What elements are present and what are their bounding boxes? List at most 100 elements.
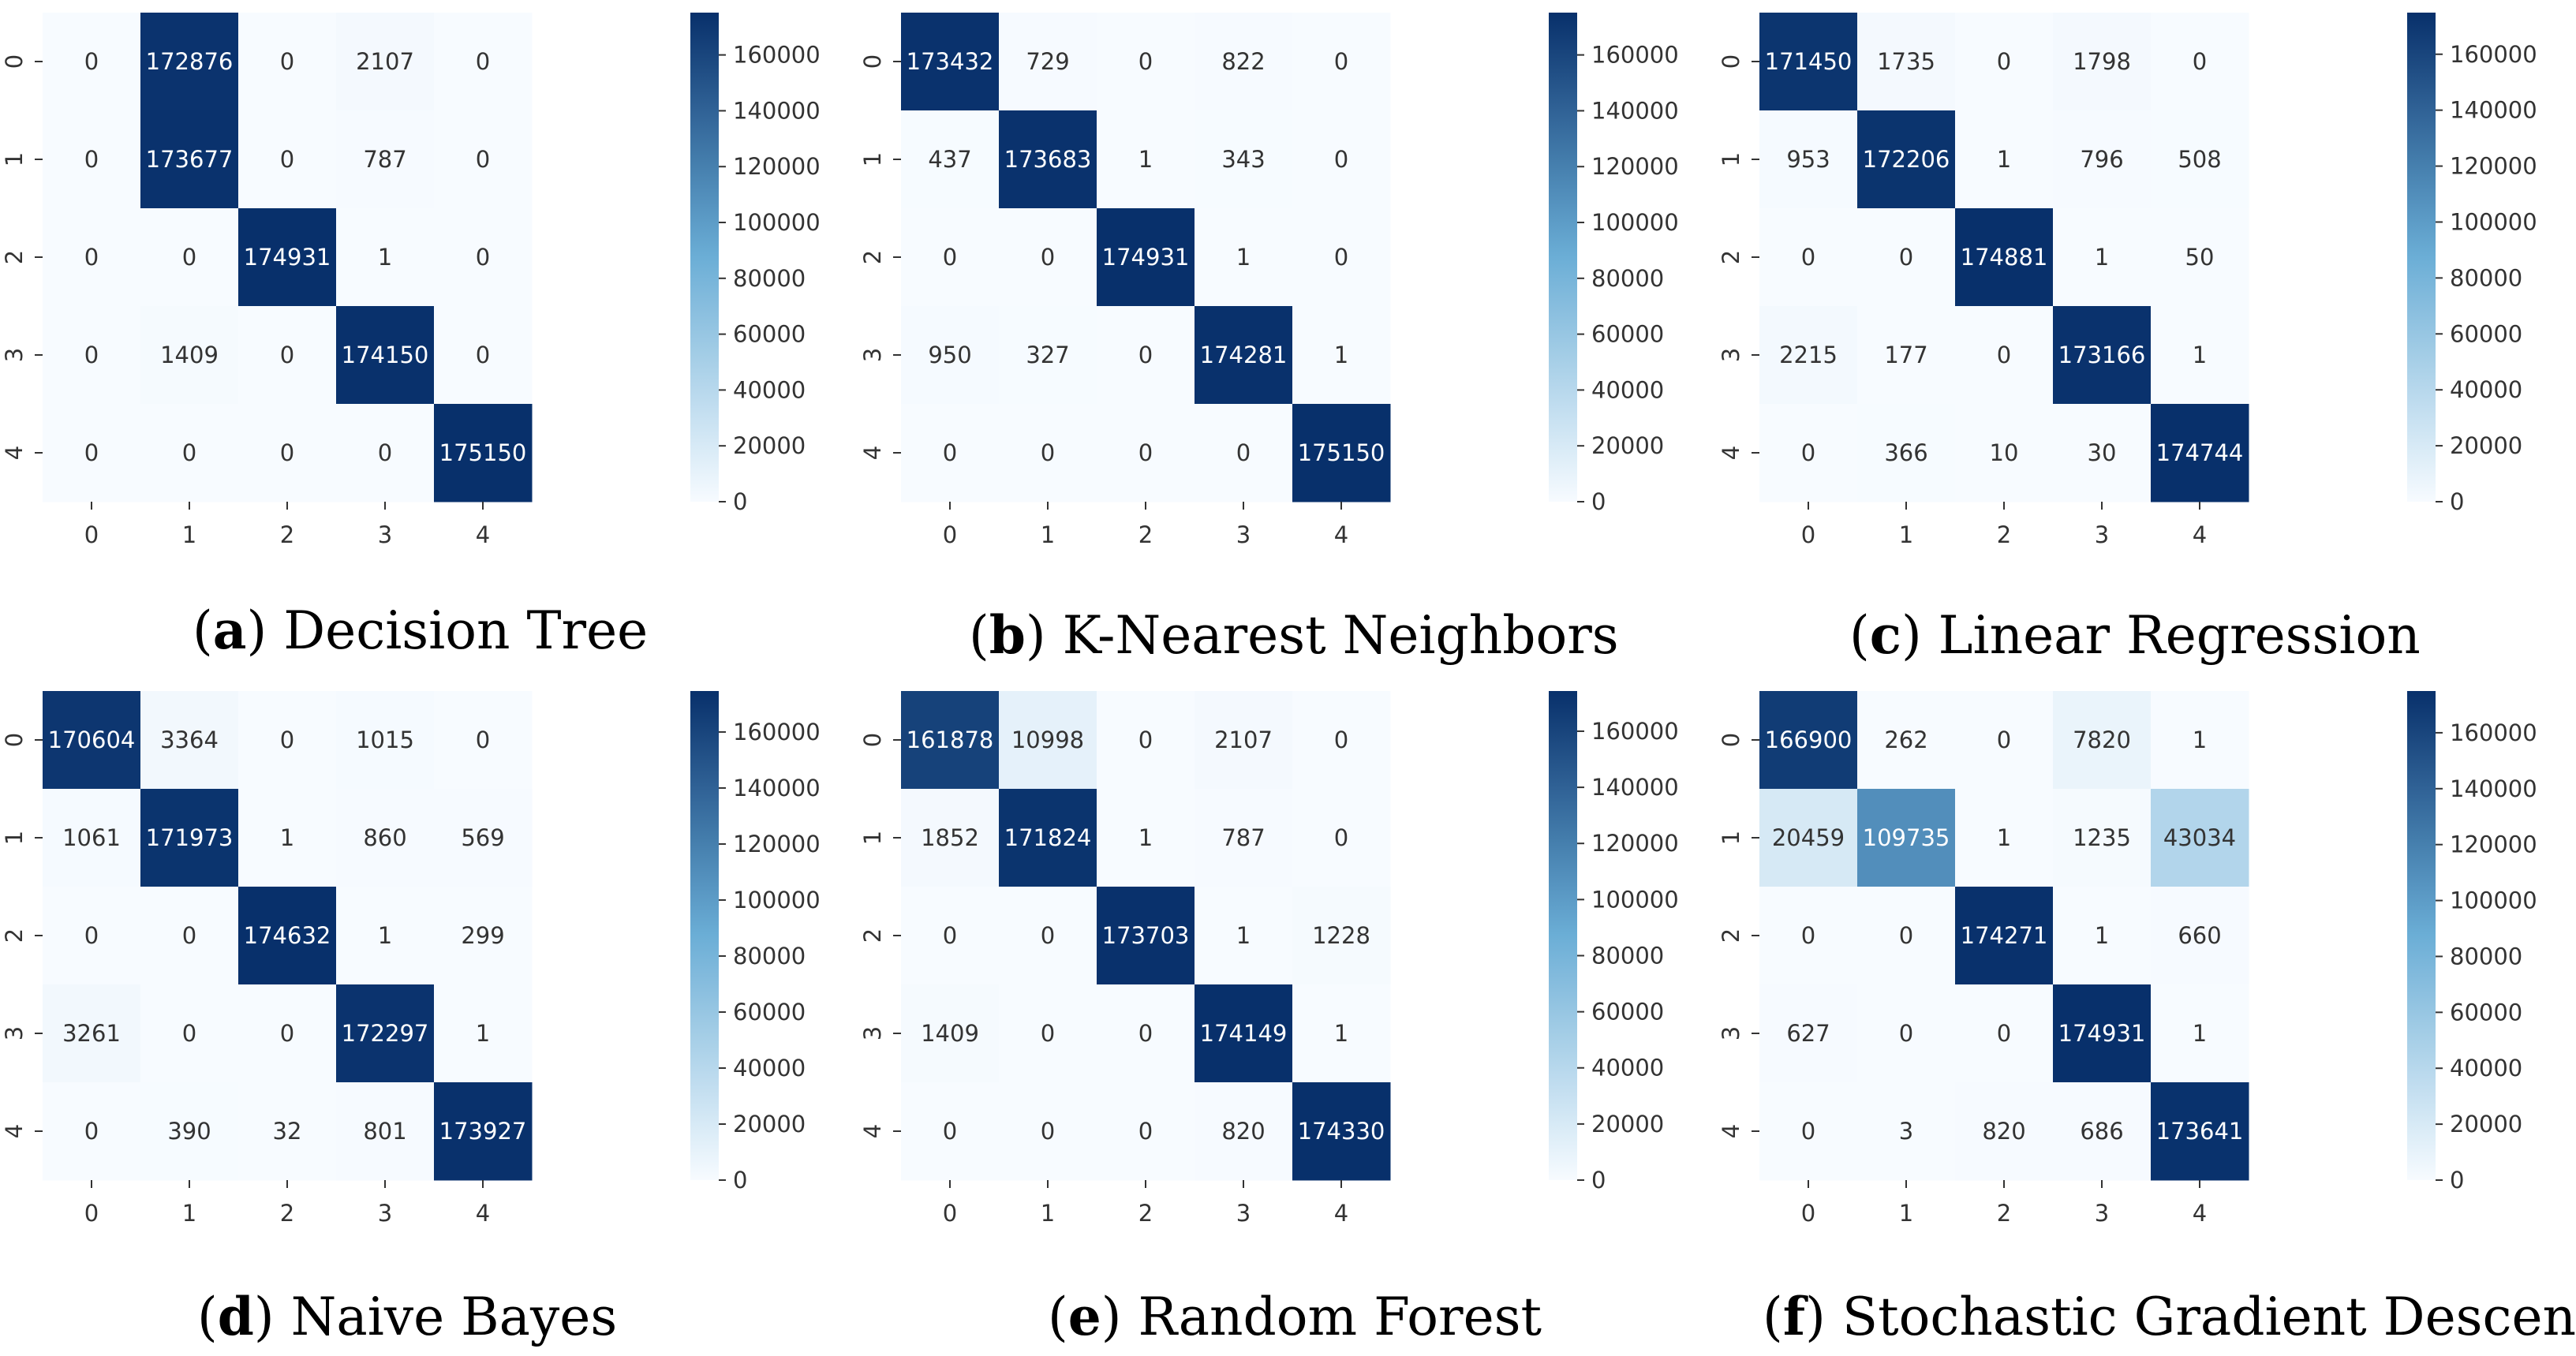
heatmap-cell	[1195, 1082, 1293, 1181]
cell-value: 0	[280, 146, 294, 173]
y-tick-label: 0	[1, 54, 28, 69]
cell-value: 172297	[342, 1020, 429, 1047]
heatmap-cell	[2053, 110, 2152, 209]
cell-value: 0	[1138, 342, 1153, 368]
cell-value: 2107	[356, 48, 414, 75]
cell-value: 1	[476, 1020, 490, 1047]
colorbar-tick-label: 80000	[2450, 943, 2522, 969]
colorbar-tick-label: 80000	[2450, 264, 2522, 291]
cell-value: 660	[2178, 922, 2221, 949]
heatmap-cell	[140, 306, 239, 405]
heatmap-cell	[2151, 306, 2249, 405]
x-tick-label: 4	[476, 521, 490, 548]
cell-value: 1	[1138, 824, 1153, 851]
cell-value: 173677	[146, 146, 234, 173]
heatmap-cell	[901, 984, 1000, 1083]
cell-value: 173166	[2058, 342, 2146, 368]
cell-value: 1	[1997, 824, 2011, 851]
cell-value: 173927	[439, 1118, 527, 1145]
x-tick-label: 1	[1041, 521, 1055, 548]
cell-value: 174150	[342, 342, 429, 368]
cell-value: 0	[84, 146, 99, 173]
cell-value: 1409	[160, 342, 219, 368]
cell-value: 10998	[1011, 727, 1084, 753]
heatmap-cell	[1097, 404, 1195, 502]
heatmap-cell	[1195, 306, 1293, 405]
colorbar-tick-label: 100000	[733, 209, 821, 236]
colorbar-tick-label: 0	[733, 1167, 747, 1194]
heatmap-cell	[1195, 691, 1293, 790]
heatmap-cell	[1292, 1082, 1391, 1181]
cell-value: 820	[1221, 1118, 1265, 1145]
x-tick-label: 0	[1801, 1200, 1815, 1227]
panel-c: 171450 1735 0 1798 0 953 172206 1 796 508 0 0 174881…	[1717, 0, 2575, 678]
colorbar-tick-label: 60000	[1591, 321, 1664, 348]
cell-value: 0	[84, 922, 99, 949]
cell-value: 0	[1138, 439, 1153, 466]
cell-value: 1	[280, 824, 294, 851]
cell-value: 0	[1138, 48, 1153, 75]
cell-value: 299	[461, 922, 504, 949]
y-tick-label: 4	[1, 446, 28, 460]
colorbar-tick-label: 100000	[1591, 886, 1679, 913]
y-tick-label: 0	[859, 733, 886, 747]
cell-value: 0	[280, 48, 294, 75]
cell-value: 953	[1786, 146, 1830, 173]
cell-value: 787	[363, 146, 406, 173]
colorbar-tick-label: 60000	[1591, 999, 1664, 1025]
colorbar-tick-label: 160000	[1591, 42, 1679, 69]
cell-value: 175150	[1298, 439, 1385, 466]
cell-value: 0	[182, 922, 196, 949]
heatmap-cell	[336, 306, 435, 405]
y-tick-label: 2	[1, 928, 28, 943]
heatmap-cell	[336, 887, 435, 985]
cell-value: 1061	[62, 824, 121, 851]
heatmap-cell	[999, 984, 1097, 1083]
heatmap-cell	[1759, 887, 1858, 985]
heatmap-cell	[1857, 13, 1956, 111]
heatmap-cell	[1857, 691, 1956, 790]
heatmap-cell	[1955, 887, 2054, 985]
heatmap-cell	[434, 208, 533, 307]
heatmap-cell	[2151, 110, 2249, 209]
heatmap-cell	[1955, 789, 2054, 887]
cell-value: 174881	[1961, 244, 2048, 271]
y-tick-label: 3	[1718, 1026, 1744, 1040]
x-tick-label: 0	[84, 521, 99, 548]
heatmap-cell	[1759, 1082, 1858, 1181]
heatmap-cell	[2151, 789, 2249, 887]
cell-value: 437	[928, 146, 971, 173]
cell-value: 2107	[1214, 727, 1273, 753]
heatmap-cell	[1857, 789, 1956, 887]
cell-value: 0	[1801, 922, 1815, 949]
cell-value: 2215	[1779, 342, 1838, 368]
heatmap-cell	[238, 887, 337, 985]
heatmap-cell	[140, 887, 239, 985]
cell-value: 0	[943, 1118, 957, 1145]
heatmap-cell	[2151, 887, 2249, 985]
colorbar-tick-label: 40000	[1591, 376, 1664, 403]
cell-value: 0	[1041, 1118, 1055, 1145]
caption-letter: f	[1782, 1286, 1806, 1347]
cell-value: 0	[1801, 244, 1815, 271]
caption-letter: b	[989, 604, 1026, 666]
colorbar-tick-label: 100000	[2450, 208, 2537, 235]
x-tick-label: 3	[1236, 521, 1251, 548]
heatmap-cell	[1857, 306, 1956, 405]
caption-title: Linear Regression	[1938, 605, 2421, 666]
cell-value: 569	[461, 824, 504, 851]
caption-d: (d) Naive Bayes	[197, 1286, 618, 1347]
x-tick-label: 3	[378, 1200, 392, 1227]
heatmap-cell	[1097, 789, 1195, 887]
heatmap-cell	[1292, 208, 1391, 307]
cell-value: 508	[2178, 146, 2221, 173]
colorbar-tick-label: 140000	[2450, 97, 2537, 124]
cell-value: 801	[363, 1118, 406, 1145]
cell-value: 173432	[907, 48, 994, 75]
cell-value: 174281	[1200, 342, 1288, 368]
cell-value: 174931	[244, 244, 331, 271]
cell-value: 686	[2080, 1118, 2123, 1145]
y-tick-label: 3	[859, 1026, 886, 1040]
heatmap-cell	[434, 789, 533, 887]
